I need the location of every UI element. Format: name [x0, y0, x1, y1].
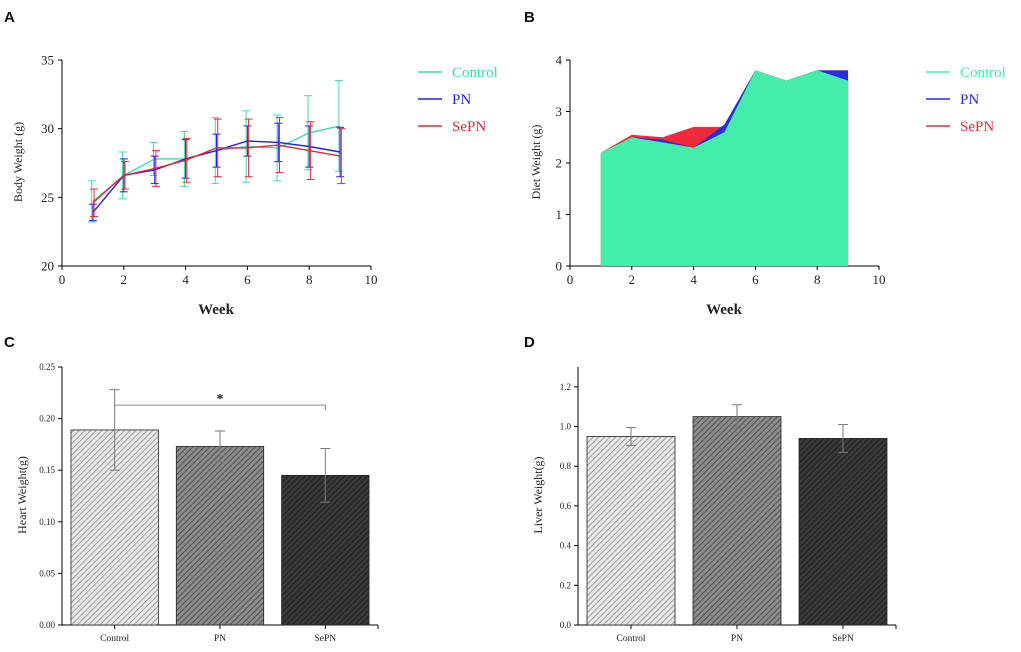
bar-control — [586, 436, 676, 626]
panel-b-x-axis-title: Week — [706, 302, 742, 318]
legend-label-pn: PN — [452, 92, 471, 108]
bar-pn — [692, 416, 782, 626]
panel-letter-a: A — [4, 9, 15, 26]
body-weight-line-chart: 0 2 4 6 8 10 20 25 30 35 Control PN SePN Week Body … — [11, 53, 498, 319]
y-tick-label: 0.6 — [560, 501, 572, 511]
series-sepn — [90, 117, 346, 218]
series-line-sepn — [92, 144, 341, 204]
x-tick-label: 4 — [690, 272, 697, 287]
x-tick-label-sepn: SePN — [315, 634, 337, 644]
y-tick-label: 0.05 — [39, 568, 55, 578]
x-tick-label: 4 — [182, 272, 189, 287]
significance-star: * — [217, 392, 224, 407]
legend-label-sepn: SePN — [960, 119, 994, 135]
y-tick-label: 20 — [41, 259, 54, 274]
legend-label-sepn: SePN — [452, 119, 486, 135]
x-tick-label-pn: PN — [214, 634, 226, 644]
x-tick-label: 8 — [306, 272, 313, 287]
y-tick-label: 0.15 — [39, 465, 55, 475]
x-tick-label: 0 — [59, 272, 66, 287]
y-tick-label: 0.25 — [39, 362, 55, 372]
y-tick-label: 0 — [556, 259, 563, 274]
y-tick-label: 1 — [556, 207, 563, 222]
y-tick-label: 0.20 — [39, 414, 55, 424]
x-tick-label: 10 — [365, 272, 378, 287]
y-tick-label: 25 — [41, 190, 54, 205]
y-tick-label: 0.2 — [560, 580, 571, 590]
y-tick-label: 30 — [41, 121, 54, 136]
bar-pn — [175, 446, 265, 626]
area-control — [600, 70, 849, 266]
liver-weight-bars — [586, 404, 888, 626]
x-tick-label-control: Control — [616, 634, 645, 644]
y-tick-label: 0.4 — [560, 541, 572, 551]
legend-label-control: Control — [452, 65, 498, 81]
y-tick-label: 2 — [556, 156, 563, 171]
x-tick-label: 2 — [629, 272, 636, 287]
y-tick-label: 0.8 — [560, 461, 572, 471]
diet-weight-area-chart: 0 2 4 6 8 10 0 1 2 3 4 Control PN SePN Week Diet Wei… — [529, 53, 1006, 319]
x-tick-label-control: Control — [100, 634, 129, 644]
y-tick-label: 35 — [41, 53, 54, 68]
panel-c-y-axis-title: Heart Weight(g) — [15, 456, 29, 534]
x-tick-label-sepn: SePN — [832, 634, 854, 644]
x-tick-label: 8 — [814, 272, 821, 287]
legend-label-control: Control — [960, 65, 1006, 81]
liver-weight-bar-chart: 0.0 0.2 0.4 0.6 0.8 1.0 1.2 Control PN SePN Liver… — [531, 367, 897, 644]
diet-weight-series — [600, 70, 849, 266]
diet-weight-legend: Control PN SePN — [926, 65, 1006, 135]
panel-letter-b: B — [524, 9, 535, 26]
series-pn — [88, 122, 345, 222]
significance-bracket — [114, 404, 326, 411]
x-tick-label: 0 — [567, 272, 574, 287]
panel-b-y-axis-title: Diet Weight (g) — [529, 125, 543, 200]
heart-weight-bars: * — [70, 389, 370, 626]
x-tick-label: 2 — [121, 272, 128, 287]
y-tick-label: 1.2 — [560, 382, 571, 392]
body-weight-legend: Control PN SePN — [418, 65, 498, 135]
panel-letter-d: D — [524, 334, 535, 351]
y-tick-label: 1.0 — [560, 422, 572, 432]
panel-a-y-axis-title: Body Weight (g) — [11, 122, 25, 202]
y-tick-label: 0.0 — [560, 620, 572, 630]
y-tick-label: 3 — [556, 104, 563, 119]
panel-letter-c: C — [4, 334, 15, 351]
y-tick-label: 4 — [556, 53, 563, 68]
body-weight-axes: 0 2 4 6 8 10 20 25 30 35 — [41, 53, 378, 288]
legend-label-pn: PN — [960, 92, 979, 108]
y-tick-label: 0.00 — [39, 620, 55, 630]
body-weight-series — [87, 80, 346, 223]
panel-d-y-axis-title: Liver Weight(g) — [531, 456, 545, 533]
x-tick-label-pn: PN — [731, 634, 743, 644]
x-tick-label: 6 — [752, 272, 759, 287]
panel-a-x-axis-title: Week — [198, 302, 234, 318]
y-tick-label: 0.10 — [39, 517, 55, 527]
x-tick-label: 6 — [244, 272, 251, 287]
bar-sepn — [798, 438, 888, 626]
x-tick-label: 10 — [873, 272, 886, 287]
